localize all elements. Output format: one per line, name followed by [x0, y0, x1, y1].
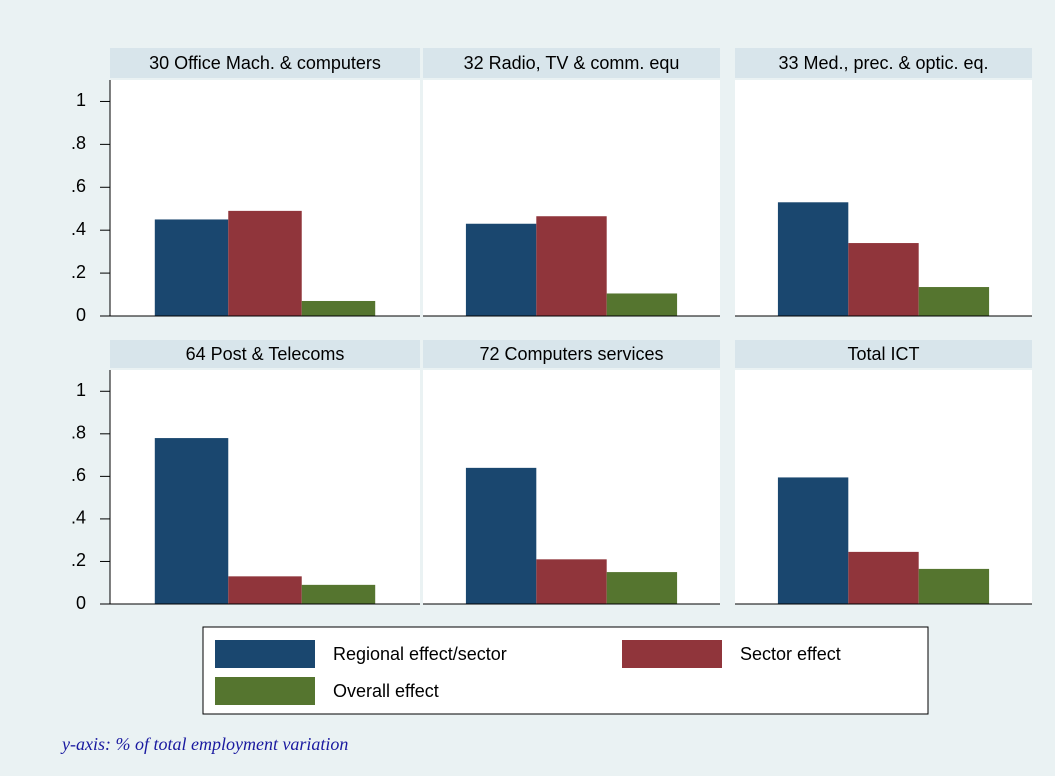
legend-box — [202, 626, 929, 715]
panel-title: 32 Radio, TV & comm. equ — [464, 53, 680, 73]
legend-swatch — [215, 640, 315, 668]
title-strip — [110, 48, 420, 78]
y-tick-label: .2 — [71, 550, 86, 570]
y-tick-label: 1 — [76, 90, 86, 110]
y-tick-label: .6 — [71, 176, 86, 196]
bar — [848, 243, 919, 316]
y-tick-label: .4 — [71, 508, 86, 528]
legend-swatch — [622, 640, 722, 668]
y-tick-label: 0 — [76, 305, 86, 325]
title-strip — [423, 340, 720, 368]
bar — [777, 202, 849, 316]
bar — [918, 287, 990, 316]
y-tick-label: .4 — [71, 219, 86, 239]
bar — [465, 223, 537, 316]
bar — [777, 477, 849, 604]
panel-title: 72 Computers services — [479, 344, 663, 364]
bar — [301, 300, 376, 316]
bar — [606, 572, 678, 604]
y-tick-label: .6 — [71, 465, 86, 485]
bar — [536, 216, 607, 316]
bar — [465, 467, 537, 604]
legend-swatch — [215, 677, 315, 705]
y-tick-label: 0 — [76, 593, 86, 613]
legend-label: Regional effect/sector — [333, 644, 507, 664]
bar — [301, 584, 376, 604]
bar — [228, 210, 302, 316]
legend-label: Sector effect — [740, 644, 841, 664]
bar — [154, 438, 229, 604]
title-strip — [735, 48, 1032, 78]
panel-title: 33 Med., prec. & optic. eq. — [778, 53, 988, 73]
panel-title: 30 Office Mach. & computers — [149, 53, 381, 73]
bar — [606, 293, 678, 316]
title-strip — [735, 340, 1032, 368]
bar — [918, 568, 990, 604]
y-tick-label: .8 — [71, 423, 86, 443]
bar — [536, 559, 607, 604]
title-strip — [110, 340, 420, 368]
y-tick-label: .2 — [71, 262, 86, 282]
bar — [228, 576, 302, 604]
panel-title: Total ICT — [847, 344, 919, 364]
title-strip — [423, 48, 720, 78]
legend-label: Overall effect — [333, 681, 439, 701]
bar — [848, 551, 919, 604]
y-tick-label: 1 — [76, 380, 86, 400]
note: y-axis: % of total employment variation — [60, 734, 348, 754]
bar — [154, 219, 229, 316]
y-tick-label: .8 — [71, 133, 86, 153]
panel-title: 64 Post & Telecoms — [186, 344, 345, 364]
